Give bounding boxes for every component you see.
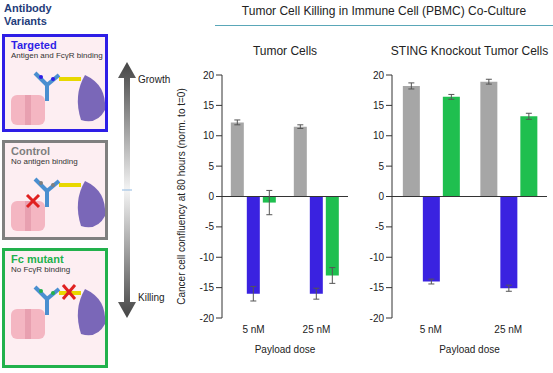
svg-text:20: 20 bbox=[203, 70, 215, 81]
html-text:No FcγR binding: No FcγR binding bbox=[11, 265, 71, 274]
html-text:Targeted: Targeted bbox=[11, 39, 57, 51]
svg-text:15: 15 bbox=[203, 100, 215, 111]
svg-text:5: 5 bbox=[208, 161, 214, 172]
svg-text:0: 0 bbox=[208, 191, 214, 202]
svg-text:10: 10 bbox=[203, 130, 215, 141]
svg-text:-10: -10 bbox=[370, 252, 385, 263]
svg-text:-20: -20 bbox=[370, 313, 385, 324]
svg-text:Payload dose: Payload dose bbox=[255, 344, 316, 355]
svg-text:15: 15 bbox=[373, 100, 385, 111]
svg-text:-5: -5 bbox=[205, 221, 214, 232]
html-text:Antigen and FcγR binding: Antigen and FcγR binding bbox=[11, 51, 103, 60]
html-text:Control: Control bbox=[11, 145, 51, 157]
html-text:Tumor Cell Killing in Immune C: Tumor Cell Killing in Immune Cell (PBMC)… bbox=[241, 4, 527, 18]
svg-text:20: 20 bbox=[373, 70, 385, 81]
html-text:Growth: Growth bbox=[138, 74, 171, 85]
svg-text:0: 0 bbox=[378, 191, 384, 202]
svg-text:5 nM: 5 nM bbox=[420, 324, 442, 335]
svg-text:Cancer cell confluency at 80 h: Cancer cell confluency at 80 hours (norm… bbox=[176, 88, 187, 305]
html-text:Fc mutant: Fc mutant bbox=[11, 253, 64, 265]
html-text:Antibody Variants: Antibody Variants bbox=[4, 2, 52, 27]
svg-text:-5: -5 bbox=[375, 221, 384, 232]
svg-text:-15: -15 bbox=[200, 282, 215, 293]
svg-text:25 nM: 25 nM bbox=[303, 324, 331, 335]
svg-text:Payload dose: Payload dose bbox=[439, 344, 500, 355]
svg-text:-10: -10 bbox=[200, 252, 215, 263]
svg-text:5: 5 bbox=[378, 161, 384, 172]
svg-text:5 nM: 5 nM bbox=[242, 324, 264, 335]
svg-text:25 nM: 25 nM bbox=[494, 324, 522, 335]
html-text:STING Knockout Tumor Cells: STING Knockout Tumor Cells bbox=[390, 44, 549, 58]
html-text:Tumor Cells: Tumor Cells bbox=[252, 44, 318, 58]
html-text:No antigen binding: No antigen binding bbox=[11, 157, 78, 166]
html-text:Killing: Killing bbox=[138, 292, 165, 303]
svg-text:10: 10 bbox=[373, 130, 385, 141]
svg-text:-15: -15 bbox=[370, 282, 385, 293]
svg-text:-20: -20 bbox=[200, 313, 215, 324]
